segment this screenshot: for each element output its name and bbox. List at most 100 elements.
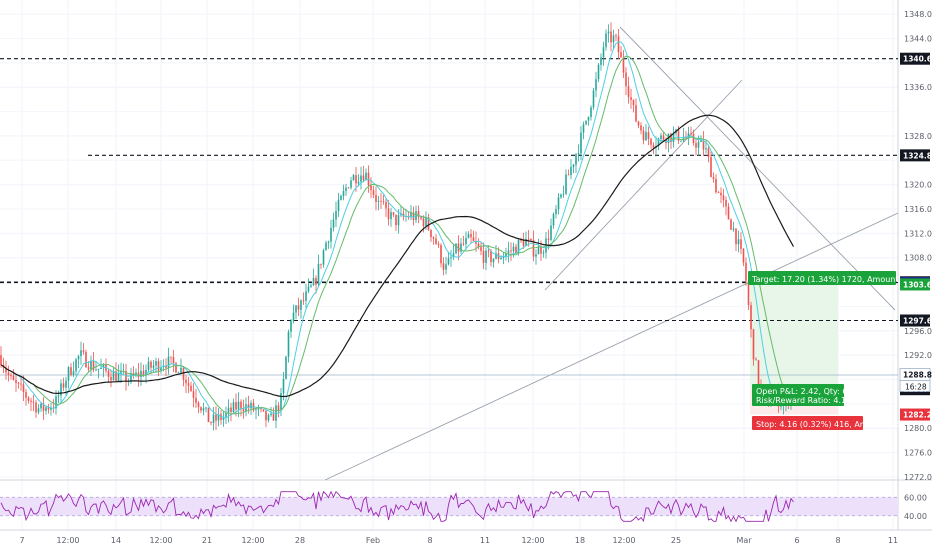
candle-body	[182, 367, 185, 380]
candle-body	[395, 214, 397, 226]
candle-body	[747, 280, 750, 306]
candle-body	[530, 238, 532, 241]
time-tick-label: 12:00	[241, 536, 264, 545]
time-tick-label: 7	[19, 536, 24, 545]
candle-body	[260, 408, 262, 410]
candle-body	[377, 200, 380, 202]
candle-body	[285, 356, 287, 379]
level-price-badge: 1297.69	[903, 317, 932, 326]
candle-body	[535, 254, 537, 257]
candle-body	[340, 196, 342, 200]
candle-body	[587, 116, 590, 121]
time-tick-label: Mar	[736, 536, 752, 545]
candle-body	[430, 229, 432, 238]
price-tick-label: 1312.00	[904, 229, 932, 238]
candle-body	[225, 412, 227, 417]
candle-body	[150, 361, 152, 368]
candle-body	[330, 227, 332, 242]
price-tick-label: 1348.00	[904, 10, 932, 19]
candle-body	[27, 397, 30, 401]
candle-body	[630, 97, 632, 100]
candle-body	[425, 217, 427, 227]
candle-body	[572, 164, 575, 167]
candle-body	[202, 408, 205, 411]
candle-body	[672, 133, 675, 142]
time-tick-label: 14	[111, 536, 121, 545]
candle-body	[130, 373, 132, 381]
candle-body	[265, 410, 267, 421]
candle-body	[507, 250, 510, 254]
candle-body	[640, 125, 642, 131]
candle-body	[737, 239, 740, 245]
candle-body	[610, 31, 612, 43]
candle-body	[192, 391, 195, 398]
candle-body	[465, 238, 467, 245]
time-tick-label: 18	[575, 536, 585, 545]
candle-body	[282, 378, 285, 394]
candle-body	[447, 258, 450, 265]
candle-body	[462, 243, 465, 245]
rsi-tick-label: 60.00	[904, 493, 927, 502]
candle-body	[525, 238, 527, 246]
candle-body	[112, 371, 115, 381]
candle-body	[232, 402, 235, 413]
price-tick-label: 1336.00	[904, 83, 932, 92]
candle-body	[470, 234, 472, 238]
candle-body	[212, 414, 215, 424]
candle-body	[222, 416, 225, 420]
candle-body	[10, 375, 12, 377]
candle-body	[292, 312, 295, 322]
candle-body	[70, 367, 72, 376]
rsi-band	[0, 497, 898, 516]
candle-body	[427, 217, 430, 230]
candle-body	[30, 400, 32, 402]
candle-body	[220, 414, 222, 420]
candle-body	[542, 252, 545, 254]
candle-body	[612, 35, 615, 43]
price-tick-label: 1344.00	[904, 34, 932, 43]
candle-body	[217, 414, 220, 421]
candle-body	[135, 372, 137, 376]
candle-body	[287, 331, 290, 357]
candle-body	[755, 359, 757, 361]
candle-body	[327, 241, 330, 243]
candle-body	[642, 130, 645, 141]
candle-body	[305, 291, 307, 301]
candle-body	[152, 365, 155, 368]
candle-body	[97, 368, 100, 370]
candle-body	[705, 148, 707, 150]
candle-body	[515, 246, 517, 254]
candle-body	[582, 124, 585, 133]
candle-body	[547, 238, 550, 240]
candle-body	[692, 133, 695, 144]
price-axis[interactable]: 1348.00 1344.00 1336.00 1328.00 1320.00 1316.…	[899, 10, 932, 482]
candle-body	[42, 403, 45, 411]
candle-body	[445, 264, 447, 270]
time-tick-label: 28	[295, 536, 305, 545]
candle-body	[710, 156, 712, 178]
candle-body	[0, 355, 2, 365]
candle-body	[345, 187, 347, 192]
time-axis[interactable]: 7 12:00 14 12:00 21 12:00 28 Feb 8 11 12:00 18 12:00…	[19, 536, 898, 545]
candle-body	[417, 211, 420, 218]
level-price-badge: 1324.81	[903, 151, 932, 160]
candle-body	[180, 367, 182, 373]
candle-body	[475, 240, 477, 244]
candle-body	[255, 409, 257, 411]
candle-body	[95, 369, 97, 371]
time-tick-label: 21	[202, 536, 212, 545]
candle-body	[722, 195, 725, 201]
rsi-tick-label: 40.00	[904, 512, 927, 521]
price-tick-label: 1328.00	[904, 132, 932, 141]
time-tick-label: 8	[835, 536, 840, 545]
candle-body	[390, 212, 392, 220]
price-tick-label: 1320.00	[904, 181, 932, 190]
pnl-label: Open P&L: 2.42, Qty: 60	[756, 387, 853, 396]
trendline	[324, 212, 899, 481]
candle-body	[102, 364, 105, 368]
candle-body	[742, 248, 745, 263]
candle-body	[362, 175, 365, 181]
candle-body	[615, 35, 617, 37]
candle-body	[555, 209, 557, 214]
